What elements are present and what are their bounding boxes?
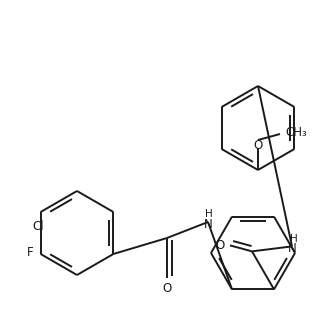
- Text: F: F: [27, 245, 34, 259]
- Text: O: O: [215, 239, 225, 252]
- Text: Cl: Cl: [33, 219, 44, 232]
- Text: H: H: [290, 234, 298, 244]
- Text: O: O: [162, 283, 172, 295]
- Text: N: N: [288, 242, 296, 255]
- Text: H: H: [205, 209, 213, 219]
- Text: O: O: [253, 138, 263, 151]
- Text: N: N: [204, 217, 212, 230]
- Text: CH₃: CH₃: [285, 125, 307, 138]
